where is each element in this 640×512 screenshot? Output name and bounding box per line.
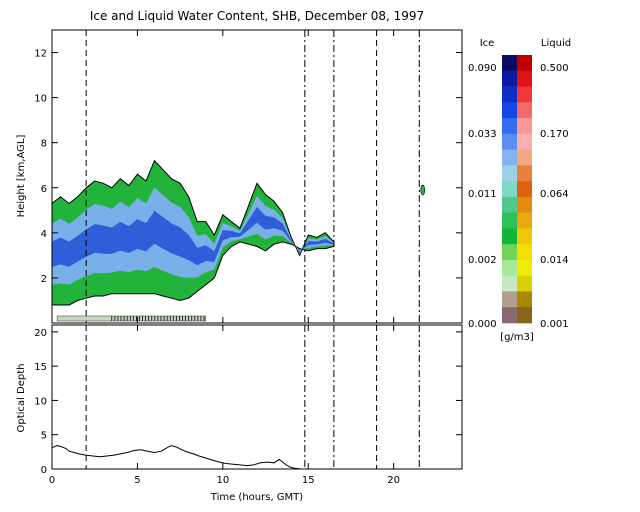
y-tick-label: 10 (34, 396, 47, 407)
ice-swatch (502, 133, 517, 150)
cloud-core-dense (52, 206, 334, 267)
bottom-y-axis-label: Optical Depth (16, 364, 27, 433)
x-tick-label: 15 (302, 475, 315, 486)
liquid-swatch (517, 70, 532, 87)
ice-swatch (502, 55, 517, 72)
liquid-tick-label: 0.014 (540, 255, 569, 266)
x-tick-label: 20 (387, 475, 400, 486)
x-tick-label: 5 (134, 475, 140, 486)
y-tick-label: 15 (34, 362, 47, 373)
ice-swatch (502, 102, 517, 119)
isolated-echo (420, 184, 426, 196)
liquid-swatch (517, 102, 532, 119)
ice-swatch (502, 291, 517, 308)
liquid-swatch (517, 55, 532, 72)
y-tick-label: 6 (41, 184, 47, 195)
y-tick-label: 8 (41, 139, 47, 150)
colorbar-tick-labels: 0.090 0.033 0.011 0.002 0.000 0.500 0.170 0.064… (468, 63, 569, 330)
bottom-plot-frame (51, 324, 463, 470)
liquid-swatch (517, 228, 532, 245)
ice-swatch (502, 212, 517, 229)
y-tick-label: 0 (41, 465, 47, 476)
liquid-swatch (517, 165, 532, 182)
ice-swatch (502, 118, 517, 135)
bottom-y-ticks: 0 5 10 15 20 (34, 328, 462, 476)
ice-swatch (502, 181, 517, 198)
liquid-swatch (517, 181, 532, 198)
y-tick-label: 2 (41, 274, 47, 285)
liquid-swatch (517, 133, 532, 150)
liquid-swatch (517, 212, 532, 229)
ice-swatch (502, 244, 517, 261)
x-tick-label: 10 (216, 475, 229, 486)
top-y-axis-label: Height [km,AGL] (16, 135, 27, 218)
liquid-swatch (517, 291, 532, 308)
liquid-swatch (517, 259, 532, 277)
colorbar-ice-swatches (502, 55, 517, 324)
liquid-swatch (517, 275, 532, 292)
cloud-layer (51, 159, 426, 306)
y-tick-label: 10 (34, 94, 47, 105)
x-ticks: 0 5 10 15 20 (49, 30, 400, 486)
liquid-swatch (517, 86, 532, 103)
ice-swatch (502, 70, 517, 87)
y-tick-label: 4 (41, 229, 47, 240)
colorbar-liquid-label: Liquid (541, 38, 571, 49)
top-event-lines (85, 30, 420, 323)
ice-tick-label: 0.002 (468, 255, 497, 266)
ice-swatch (502, 307, 517, 324)
x-tick-label: 0 (49, 475, 55, 486)
x-axis-label: Time (hours, GMT) (210, 492, 304, 503)
qc-strip (56, 315, 206, 322)
top-y-ticks: 2 4 6 8 10 12 (34, 49, 462, 285)
optical-depth-panel: 0 5 10 15 20 0 5 10 15 20 Optical Depth Time (ho… (16, 30, 463, 503)
y-tick-label: 12 (34, 49, 47, 60)
liquid-tick-label: 0.500 (540, 63, 569, 74)
optical-depth-line (51, 445, 334, 470)
liquid-swatch (517, 149, 532, 166)
bottom-event-lines (85, 325, 420, 469)
y-tick-label: 5 (41, 431, 47, 442)
liquid-swatch (517, 244, 532, 261)
colorbar-units: [g/m3] (500, 332, 534, 343)
cloud-core-medium (52, 187, 334, 285)
ice-tick-label: 0.011 (468, 189, 497, 200)
liquid-swatch (517, 307, 532, 324)
ice-swatch (502, 149, 517, 166)
colorbar: Ice Liquid 0.090 0.033 0.011 0.002 0.000 0.50… (468, 38, 571, 343)
y-tick-label: 20 (34, 328, 47, 339)
chart-title: Ice and Liquid Water Content, SHB, Decem… (90, 9, 424, 23)
colorbar-liquid-swatches (517, 55, 532, 324)
ice-swatch (502, 228, 517, 245)
ice-tick-label: 0.033 (468, 129, 497, 140)
ice-tick-label: 0.090 (468, 63, 497, 74)
liquid-tick-label: 0.170 (540, 129, 569, 140)
liquid-swatch (517, 196, 532, 213)
ice-swatch (502, 196, 517, 213)
water-content-panel: 2 4 6 8 10 12 Height [km,AGL] (16, 29, 463, 324)
liquid-swatch (517, 118, 532, 135)
liquid-tick-label: 0.001 (540, 319, 569, 330)
ice-tick-label: 0.000 (468, 319, 497, 330)
ice-swatch (502, 165, 517, 182)
ice-swatch (502, 86, 517, 103)
colorbar-ice-label: Ice (480, 38, 495, 49)
liquid-tick-label: 0.064 (540, 189, 569, 200)
top-plot-frame (51, 29, 463, 324)
ice-swatch (502, 275, 517, 292)
qc-bar (56, 315, 206, 322)
ice-swatch (502, 259, 517, 277)
